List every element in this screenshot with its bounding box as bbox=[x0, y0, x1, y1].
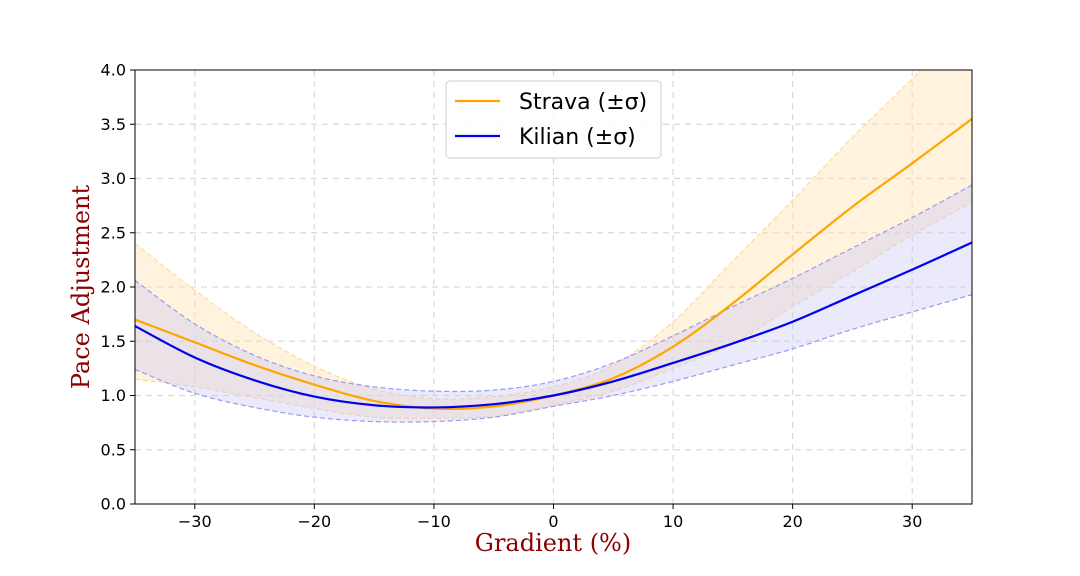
band-lower-strava bbox=[135, 201, 972, 420]
y-axis-title: Pace Adjustment bbox=[67, 185, 95, 390]
x-tick-label: −20 bbox=[297, 512, 331, 531]
x-axis: −30 −20 −10 0 10 20 30 bbox=[178, 504, 922, 531]
y-tick-label: 1.0 bbox=[101, 386, 126, 405]
band-upper-kilian bbox=[135, 184, 972, 393]
legend-label-strava: Strava (±σ) bbox=[519, 90, 647, 115]
legend: Strava (±σ) Kilian (±σ) bbox=[445, 80, 662, 159]
band-kilian bbox=[135, 185, 972, 423]
y-tick-label: 2.0 bbox=[101, 278, 126, 297]
x-tick-label: −10 bbox=[417, 512, 451, 531]
line-kilian bbox=[135, 241, 972, 409]
y-axis: 0.0 0.5 1.0 1.5 2.0 2.5 3.0 3.5 4.0 bbox=[101, 61, 135, 514]
x-tick-label: −30 bbox=[178, 512, 212, 531]
x-tick-label: 10 bbox=[663, 512, 683, 531]
y-tick-label: 4.0 bbox=[101, 61, 126, 80]
x-tick-label: 30 bbox=[902, 512, 922, 531]
legend-label-kilian: Kilian (±σ) bbox=[519, 125, 636, 150]
x-axis-title: Gradient (%) bbox=[475, 529, 631, 557]
y-tick-label: 1.5 bbox=[101, 332, 126, 351]
y-tick-label: 0.5 bbox=[101, 440, 126, 459]
y-tick-label: 0.0 bbox=[101, 495, 126, 514]
band-lower-kilian bbox=[135, 294, 972, 423]
y-tick-label: 3.0 bbox=[101, 169, 126, 188]
series-lines bbox=[135, 117, 972, 410]
y-tick-label: 3.5 bbox=[101, 115, 126, 134]
x-tick-label: 20 bbox=[782, 512, 802, 531]
y-tick-label: 2.5 bbox=[101, 223, 126, 242]
x-tick-label: 0 bbox=[548, 512, 558, 531]
band-upper-strava bbox=[135, 70, 922, 400]
